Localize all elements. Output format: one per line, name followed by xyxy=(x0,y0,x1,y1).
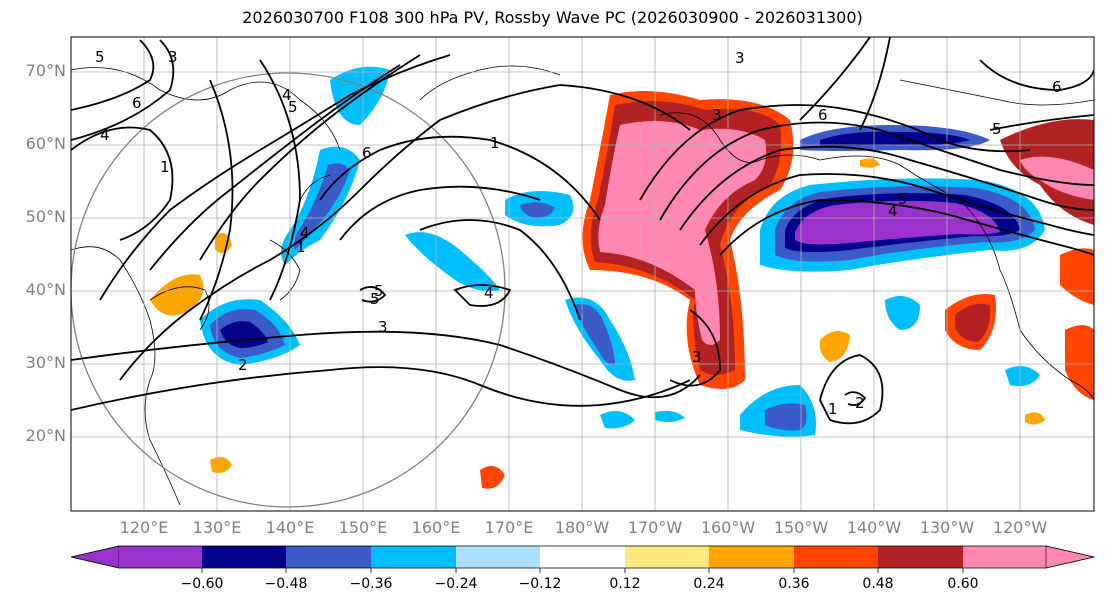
colorbar-tick-label: −0.36 xyxy=(349,576,393,592)
lon-label: 120°W xyxy=(992,518,1048,537)
contour-label: 3 xyxy=(378,318,388,336)
colorbar-extend-high xyxy=(1045,545,1095,569)
contour-label: 4 xyxy=(484,284,494,302)
map-frame xyxy=(70,36,1095,512)
colorbar-tick-label: 0.48 xyxy=(862,576,894,592)
lon-label: 150°E xyxy=(338,518,388,537)
lat-label: 30°N xyxy=(25,353,66,372)
colorbar xyxy=(70,545,1095,573)
contour-label: 6 xyxy=(818,106,828,124)
colorbar-tick-label: 0.60 xyxy=(947,576,979,592)
contour-label: 3 xyxy=(735,49,745,67)
contour-label: 3 xyxy=(168,48,178,66)
lon-label: 150°W xyxy=(773,518,829,537)
lon-label: 180°W xyxy=(554,518,610,537)
contour-label: 1 xyxy=(828,400,838,418)
contour-label: 1 xyxy=(490,134,500,152)
contour-labels: 5 3 6 4 1 5 4 6 1 5 1 4 4 5 3 2 3 3 6 5 … xyxy=(95,48,1062,418)
contour-label: 5 xyxy=(288,98,298,116)
lat-label: 20°N xyxy=(25,426,66,445)
colorbar-tick-label: −0.24 xyxy=(434,576,478,592)
lon-label: 140°E xyxy=(265,518,315,537)
contour-label: 6 xyxy=(362,144,372,162)
lat-label: 70°N xyxy=(25,61,66,80)
contour-label: 5 xyxy=(374,282,384,300)
lon-label: 130°E xyxy=(192,518,242,537)
lon-label: 170°E xyxy=(484,518,534,537)
colorbar-tick-label: −0.12 xyxy=(518,576,562,592)
contour-label: 4 xyxy=(888,202,898,220)
contour-label: 5 xyxy=(370,290,380,308)
map-title: 2026030700 F108 300 hPa PV, Rossby Wave … xyxy=(242,8,863,27)
coastlines xyxy=(71,65,1094,506)
contour-label: 4 xyxy=(100,126,110,144)
contour-label: 3 xyxy=(712,106,722,124)
graticule xyxy=(71,37,1094,511)
lon-label: 160°W xyxy=(700,518,756,537)
pv-contours xyxy=(71,37,1094,425)
lat-label: 50°N xyxy=(25,207,66,226)
contour-label: 2 xyxy=(855,394,865,412)
contour-label: 3 xyxy=(692,348,702,366)
lon-label: 170°W xyxy=(627,518,683,537)
colorbar-tick-label: 0.24 xyxy=(693,576,725,592)
contour-label: 6 xyxy=(1052,78,1062,96)
lat-label: 40°N xyxy=(25,280,66,299)
region-circle xyxy=(71,72,506,508)
contour-label: 4 xyxy=(282,86,292,104)
contour-label: 5 xyxy=(95,48,105,66)
contour-label: 5 xyxy=(898,190,908,208)
contour-label: 2 xyxy=(238,356,248,374)
map-panel: 5 3 6 4 1 5 4 6 1 5 1 4 4 5 3 2 3 3 6 5 … xyxy=(71,37,1094,511)
lat-label: 60°N xyxy=(25,134,66,153)
contour-label: 5 xyxy=(992,120,1002,138)
lon-label: 120°E xyxy=(119,518,169,537)
colorbar-tick-label: 0.36 xyxy=(778,576,810,592)
colorbar-tick-label: −0.48 xyxy=(264,576,308,592)
colorbar-tick-label: 0.12 xyxy=(609,576,641,592)
contour-label: 1 xyxy=(160,158,170,176)
lon-label: 140°W xyxy=(846,518,902,537)
lon-label: 130°W xyxy=(919,518,975,537)
colorbar-tick-label: −0.60 xyxy=(180,576,224,592)
colorbar-extend-low xyxy=(70,545,120,569)
contour-label: 4 xyxy=(300,224,310,242)
contour-label: 1 xyxy=(296,238,306,256)
contour-label: 6 xyxy=(132,94,142,112)
lon-label: 160°E xyxy=(411,518,461,537)
